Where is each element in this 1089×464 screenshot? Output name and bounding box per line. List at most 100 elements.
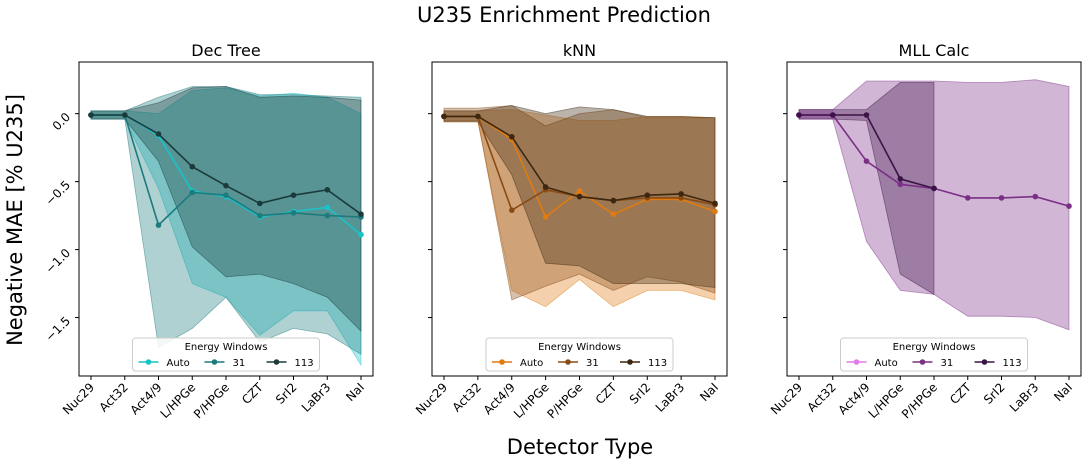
legend-item-auto: Auto <box>138 358 190 369</box>
legend-item-auto: Auto <box>492 358 543 369</box>
point-auto-nai <box>712 208 718 215</box>
legend-marker-31 <box>919 359 926 365</box>
point-113-p-hpge <box>223 182 229 189</box>
legend-title: Energy Windows <box>893 342 976 353</box>
x-tick-label: CZT <box>947 380 974 407</box>
x-tick-label: Act32 <box>97 380 131 414</box>
legend: Energy Windows Auto 31 113 <box>485 337 674 372</box>
legend-marker-113 <box>627 359 633 365</box>
legend-title: Energy Windows <box>185 342 268 353</box>
legend-marker-113 <box>981 359 988 365</box>
legend-item-113: 113 <box>266 358 314 369</box>
point-31-labr3 <box>324 212 331 219</box>
legend-label-31: 31 <box>941 358 954 369</box>
band-113 <box>798 82 935 296</box>
legend-label-31: 31 <box>233 358 246 369</box>
legend-item-31: 31 <box>912 358 954 369</box>
y-tick-label: −1.5 <box>43 314 74 345</box>
band-113 <box>90 86 362 333</box>
point-31-act4-9 <box>863 158 870 164</box>
point-113-act32 <box>122 112 128 118</box>
point-113-sri2 <box>290 192 297 198</box>
x-tick-label: SrI2 <box>627 380 654 407</box>
x-tick-label: P/HPGe <box>899 380 940 421</box>
legend-label-auto: Auto <box>520 358 543 369</box>
legend-marker-113 <box>273 359 280 365</box>
x-tick-label: Act32 <box>450 380 484 414</box>
y-tick-label: 0.0 <box>50 110 73 133</box>
point-31-act4-9 <box>509 207 515 213</box>
point-113-act4-9 <box>509 134 515 140</box>
point-113-act4-9 <box>155 131 162 137</box>
band-auto <box>90 87 362 367</box>
x-tick-label: P/HPGe <box>191 380 232 421</box>
legend-marker-31 <box>565 359 571 365</box>
point-31-l-hpge <box>897 181 904 188</box>
x-tick-label: CZT <box>239 380 266 407</box>
band-31 <box>443 105 716 301</box>
y-tick-label: −1.0 <box>43 246 74 277</box>
point-auto-labr3 <box>324 204 331 211</box>
legend: Energy Windows Auto 31 113 <box>132 337 320 372</box>
y-tick-label: −0.5 <box>43 178 74 209</box>
point-31-labr3 <box>1032 193 1039 200</box>
x-tick-label: P/HPGe <box>544 380 585 421</box>
legend-label-113: 113 <box>295 358 314 369</box>
point-113-labr3 <box>678 191 684 197</box>
point-113-nai <box>358 211 364 217</box>
point-113-l-hpge <box>897 176 904 182</box>
point-auto-p-hpge <box>576 188 583 194</box>
legend-title: Energy Windows <box>538 342 621 353</box>
point-31-act4-9 <box>155 222 162 228</box>
point-31-sri2 <box>290 210 297 216</box>
x-tick-label: L/HPGe <box>511 380 552 421</box>
point-113-act4-9 <box>863 112 870 118</box>
legend-item-113: 113 <box>620 358 667 369</box>
panel-title: Dec Tree <box>191 41 260 60</box>
x-tick-label: SrI2 <box>981 380 1008 407</box>
point-113-nuc29 <box>441 113 447 120</box>
x-tick-label: LaBr3 <box>653 380 688 415</box>
legend-label-31: 31 <box>586 358 599 369</box>
figure-x-label: Detector Type <box>507 435 653 459</box>
legend-label-auto: Auto <box>875 358 898 369</box>
legend-label-113: 113 <box>1003 358 1022 369</box>
point-31-sri2 <box>998 195 1005 201</box>
point-31-czt <box>257 212 263 219</box>
legend-item-113: 113 <box>974 358 1022 369</box>
point-113-act32 <box>830 112 836 118</box>
x-tick-label: Nuc29 <box>768 380 805 417</box>
legend-label-113: 113 <box>648 358 667 369</box>
legend-marker-auto <box>145 359 152 365</box>
legend-label-auto: Auto <box>167 358 190 369</box>
band-auto <box>443 109 716 308</box>
x-tick-label: Nuc29 <box>60 380 97 417</box>
x-tick-label: NaI <box>1051 380 1075 404</box>
legend-marker-auto <box>499 359 505 365</box>
x-tick-label: SrI2 <box>273 380 300 407</box>
point-113-nuc29 <box>88 112 94 118</box>
x-tick-label: LaBr3 <box>299 380 334 415</box>
point-113-labr3 <box>324 187 331 193</box>
x-tick-label: Act32 <box>805 380 839 414</box>
legend-marker-auto <box>853 359 860 365</box>
point-31-nai <box>1066 203 1072 209</box>
point-31-p-hpge <box>223 192 229 198</box>
point-31-labr3 <box>678 195 684 201</box>
legend-item-auto: Auto <box>846 358 898 369</box>
point-113-p-hpge <box>576 193 583 200</box>
point-113-nuc29 <box>796 112 802 118</box>
panel-title: MLL Calc <box>899 41 970 60</box>
x-tick-label: LaBr3 <box>1007 380 1042 415</box>
x-tick-label: NaI <box>697 380 721 404</box>
point-113-l-hpge <box>189 163 196 170</box>
legend-item-31: 31 <box>558 358 599 369</box>
legend: Energy Windows Auto 31 113 <box>840 337 1028 372</box>
x-tick-label: L/HPGe <box>158 380 199 421</box>
x-tick-label: CZT <box>593 380 620 407</box>
